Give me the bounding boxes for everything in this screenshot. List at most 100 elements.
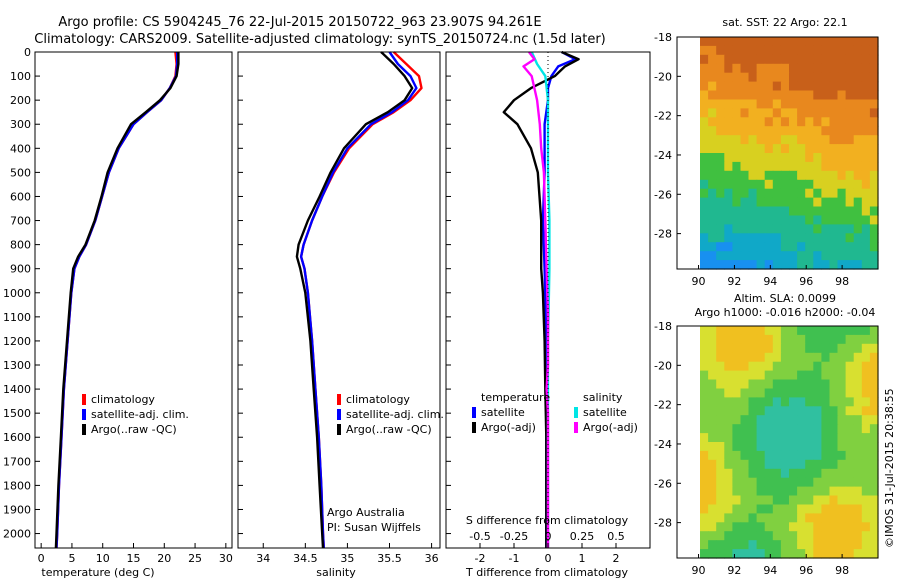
map-cell bbox=[861, 370, 871, 381]
map-cell bbox=[845, 459, 855, 470]
map-cell bbox=[845, 90, 855, 100]
map-cell bbox=[813, 224, 822, 234]
map-cell bbox=[756, 54, 766, 65]
map-cell bbox=[772, 72, 782, 83]
map-cell bbox=[797, 144, 806, 154]
map-cell bbox=[700, 170, 709, 181]
map-cell bbox=[740, 37, 750, 47]
map-cell bbox=[845, 45, 855, 56]
map-cell bbox=[764, 153, 774, 163]
map-cell bbox=[756, 117, 766, 127]
map-cell bbox=[700, 352, 709, 363]
map-cell bbox=[829, 540, 839, 550]
map-cell bbox=[789, 144, 798, 154]
map-cell bbox=[869, 153, 879, 163]
legend-label: Argo(-adj) bbox=[481, 421, 536, 434]
map-cell bbox=[780, 334, 790, 345]
legend-label: satellite bbox=[481, 406, 525, 419]
map-cell bbox=[797, 72, 806, 83]
map-cell bbox=[716, 495, 725, 505]
map-cell bbox=[789, 224, 798, 234]
map-frame bbox=[676, 36, 879, 270]
map-cell bbox=[740, 415, 750, 425]
map-cell bbox=[845, 477, 855, 488]
map-cell bbox=[780, 433, 790, 443]
map-cell bbox=[700, 361, 709, 372]
map-cell bbox=[700, 450, 709, 461]
map-cell bbox=[853, 260, 863, 270]
map-cell bbox=[869, 504, 879, 514]
map-cell bbox=[813, 81, 822, 92]
map-cell bbox=[813, 531, 822, 541]
map-cell bbox=[700, 224, 709, 234]
map-cell bbox=[797, 126, 806, 136]
map-y-tick-label: -20 bbox=[654, 359, 672, 372]
map-cell bbox=[756, 233, 766, 243]
map-cell bbox=[780, 540, 790, 550]
map-cell bbox=[732, 260, 742, 270]
map-cell bbox=[861, 197, 871, 208]
map-cell bbox=[813, 459, 822, 470]
map-cell bbox=[829, 179, 839, 190]
map-cell bbox=[708, 108, 717, 118]
map-cell bbox=[764, 161, 774, 172]
map-cell bbox=[829, 54, 839, 65]
map-cell bbox=[813, 343, 822, 354]
map-cell bbox=[756, 179, 766, 190]
map-cell bbox=[805, 495, 814, 505]
map-cell bbox=[829, 406, 839, 416]
map-cell bbox=[861, 170, 871, 181]
map-cell bbox=[869, 206, 879, 216]
map-cell bbox=[861, 108, 871, 118]
map-cell bbox=[780, 504, 790, 514]
x-tick-label: 2 bbox=[613, 552, 620, 565]
map-cell bbox=[821, 326, 831, 336]
map-cell bbox=[772, 54, 782, 65]
map-cell bbox=[829, 442, 839, 452]
map-cell bbox=[700, 388, 709, 398]
map-cell bbox=[724, 117, 733, 127]
x-tick-label: 36 bbox=[425, 552, 439, 565]
map-cell bbox=[821, 126, 831, 136]
map-cell bbox=[756, 37, 766, 47]
map-cell bbox=[756, 424, 766, 434]
map-cell bbox=[732, 397, 742, 407]
map-cell bbox=[708, 477, 717, 488]
map-cell bbox=[869, 188, 879, 199]
map-cell bbox=[708, 459, 717, 470]
map-cell bbox=[813, 153, 822, 163]
map-cell bbox=[764, 370, 774, 381]
map-cell bbox=[853, 379, 863, 389]
map-cell bbox=[789, 45, 798, 56]
map-cell bbox=[853, 450, 863, 461]
map-cell bbox=[708, 397, 717, 407]
map-cell bbox=[853, 45, 863, 56]
map-cell bbox=[853, 197, 863, 208]
map-cell bbox=[748, 450, 758, 461]
map-cell bbox=[740, 170, 750, 181]
map-cell bbox=[724, 326, 733, 336]
map-cell bbox=[740, 197, 750, 208]
map-cell bbox=[845, 153, 855, 163]
map-cell bbox=[869, 406, 879, 416]
map-cell bbox=[837, 326, 847, 336]
map-cell bbox=[829, 415, 839, 425]
map-cell bbox=[748, 352, 758, 363]
map-cell bbox=[780, 251, 790, 261]
map-cell bbox=[869, 477, 879, 488]
map-cell bbox=[724, 406, 733, 416]
map-cell bbox=[708, 424, 717, 434]
map-cell bbox=[764, 117, 774, 127]
map-cell bbox=[708, 442, 717, 452]
map-cell bbox=[853, 468, 863, 479]
map-cell bbox=[805, 251, 814, 261]
map-cell bbox=[740, 117, 750, 127]
map-cell bbox=[813, 197, 822, 208]
map-cell bbox=[869, 54, 879, 65]
map-cell bbox=[837, 188, 847, 199]
x-tick-label: 15 bbox=[127, 552, 141, 565]
map-cell bbox=[772, 361, 782, 372]
map-cell bbox=[772, 540, 782, 550]
map-cell bbox=[764, 242, 774, 252]
map-cell bbox=[716, 206, 725, 216]
